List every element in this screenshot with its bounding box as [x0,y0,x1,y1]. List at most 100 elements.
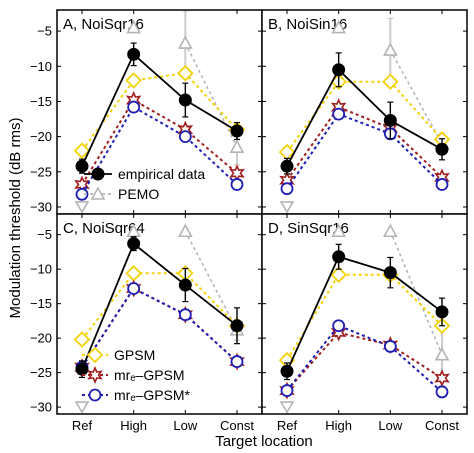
series-line [286,324,443,393]
data-point-empirical [178,278,192,292]
series-line [81,242,238,370]
legend-label: mrₑ–GPSM* [114,387,191,403]
data-point-mre-gpsm-star [280,182,294,196]
panel-title: A, NoiSqr16 [63,16,144,33]
y-tick-label: −25 [30,365,52,380]
legend-bottom: GPSM mrₑ–GPSM mrₑ–GPSM* [82,346,191,403]
data-point-pemo [74,201,90,214]
x-tick-label: Low [173,418,197,433]
series-line [286,105,443,181]
panel-3: −5 −10 −15 −20 −25 −30 Ref High Low Const C, NoiSq… [30,213,263,433]
y-tick-label: −20 [30,331,52,346]
panel-title: D, SinSqr16 [268,220,349,237]
data-point-gpsm [177,65,194,82]
data-point-pemo [382,223,398,238]
x-tick-label: Low [378,418,402,433]
data-point-gpsm [73,142,91,159]
x-tick-label: High [120,418,147,433]
data-point-empirical [280,364,294,378]
series-empirical [75,236,244,379]
data-point-empirical [178,93,192,107]
x-tick-label: Ref [72,418,93,433]
y-axis-label: Modulation threshold (dB rms) [7,118,24,319]
legend-top: empirical data PEMO [84,166,205,202]
data-point-mre-gpsm-star [383,340,397,353]
data-point-pemo [74,401,90,414]
data-point-empirical [383,113,397,127]
legend-marker [87,366,103,384]
y-tick-label: −20 [30,129,52,144]
panel-frame [56,9,263,215]
panel-frame [56,213,263,415]
data-point-gpsm [382,73,399,91]
series-mre-gpsm-star [280,319,449,399]
data-point-mre-gpsm-star [230,355,244,368]
data-point-pemo [177,223,193,238]
y-tick-label: −15 [30,296,52,311]
data-point-gpsm [73,331,91,348]
x-tick-label: Ref [277,418,298,433]
panel-title: B, NoiSin16 [268,16,347,33]
series-line [81,72,238,152]
legend-label: PEMO [118,186,159,202]
y-tick-label: −30 [30,199,52,214]
data-point-pemo [382,42,398,56]
legend-marker [91,167,105,181]
panel-1: −5 −10 −15 −20 −25 −30 A, NoiSqr16 [30,9,263,215]
y-tick-label: −5 [37,227,52,242]
y-tick-label: −30 [30,400,52,415]
legend-label: empirical data [118,166,205,182]
series-line [286,273,443,361]
legend-marker [86,346,104,364]
data-point-pemo [279,201,295,214]
panel-title: C, NoiSqr64 [63,220,145,237]
data-point-mre-gpsm-star [178,130,192,144]
data-point-gpsm [125,72,142,89]
series-empirical [280,52,449,175]
data-point-mre-gpsm-star [75,187,89,201]
data-point-empirical [435,142,449,156]
data-point-pemo [126,19,142,34]
data-point-mre-gpsm-star [230,178,244,191]
series-line [81,52,238,167]
series-empirical [280,243,449,381]
data-point-mre-gpsm-star [332,107,346,121]
data-point-empirical [75,362,89,376]
data-point-empirical [280,159,294,173]
series-empirical [75,42,244,174]
data-point-pemo [177,35,193,49]
legend-marker [88,388,102,402]
data-point-mre-gpsm-star [435,178,449,191]
series-mre-gpsm-star [75,100,244,201]
panel-frame [261,9,468,215]
data-point-mre-gpsm-star [178,308,192,322]
data-point-empirical [332,250,346,264]
data-point-pemo [279,401,295,414]
y-tick-label: −15 [30,94,52,109]
data-point-gpsm [330,266,347,283]
data-point-mre-gpsm-star [127,282,141,295]
data-point-mre-gpsm [330,323,347,342]
panel-4: Ref High Low Const D, SinSqr16 [261,213,468,433]
data-point-empirical [127,47,141,61]
series-line [81,105,238,195]
data-point-pemo [331,223,347,238]
series-mre-gpsm [279,323,450,400]
series-line [81,98,238,185]
x-tick-label: High [325,418,352,433]
data-point-pemo [434,347,450,361]
y-tick-label: −25 [30,164,52,179]
series-line [286,68,443,167]
data-point-empirical [383,266,397,280]
data-point-empirical [332,63,346,77]
panel-2: B, NoiSin16 [261,9,468,215]
data-point-empirical [127,237,141,251]
panels: −5−10−15−20−25−30A, NoiSqr16 B, NoiSin16−… [30,9,468,433]
data-point-mre-gpsm [434,369,450,388]
x-tick-label: Const [220,418,254,433]
data-point-pemo [229,139,245,153]
series-line [184,42,238,148]
data-point-mre-gpsm-star [280,384,294,397]
series-line [81,272,238,341]
